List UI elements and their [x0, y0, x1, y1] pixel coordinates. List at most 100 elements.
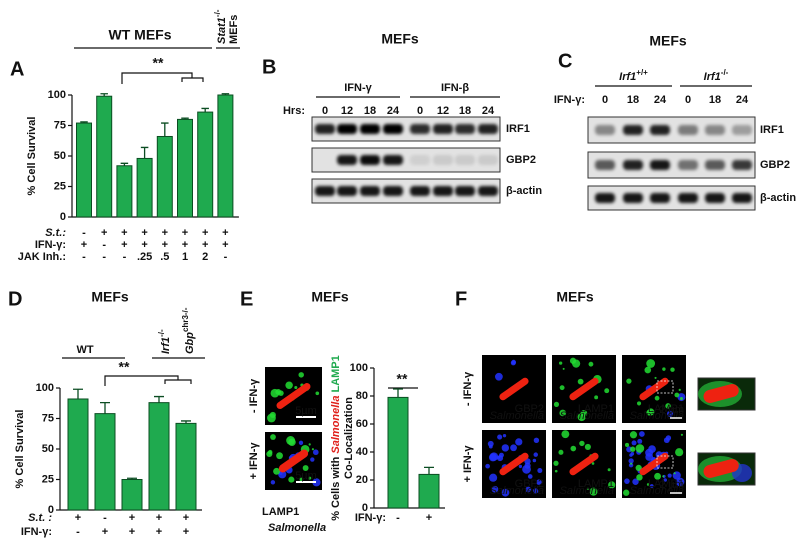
channel-label: Salmonella — [490, 485, 544, 497]
stain — [285, 381, 293, 389]
label-part: LAMP1 — [330, 355, 342, 392]
blot-band — [732, 125, 752, 135]
bacterium — [703, 384, 739, 403]
stain — [298, 372, 304, 378]
channel-label: Salmonella — [630, 410, 684, 422]
stain — [485, 463, 490, 469]
gene: Gbp — [184, 332, 196, 354]
time-label: Hrs: — [283, 105, 305, 117]
blot-band — [678, 160, 698, 170]
stain — [675, 448, 684, 457]
stain — [649, 484, 654, 488]
stain — [673, 472, 676, 475]
lane-label: 0 — [602, 94, 608, 106]
stain — [646, 409, 653, 416]
stain — [298, 440, 304, 445]
condition-label: S.t.: — [45, 227, 66, 239]
channel-label: Salmonella — [490, 410, 544, 422]
stain — [628, 458, 634, 464]
condition-value: - — [103, 512, 107, 524]
blot-band — [678, 125, 698, 135]
condition-value: - — [102, 251, 106, 263]
row-label: - IFN-γ — [462, 371, 474, 406]
blot-band — [595, 125, 615, 135]
stain — [648, 445, 656, 453]
blot-band — [433, 124, 453, 134]
lane-label: 24 — [387, 105, 400, 117]
condition-value: + — [129, 526, 135, 538]
blot-band — [650, 125, 670, 135]
stain — [312, 449, 319, 456]
bar — [67, 398, 89, 511]
genotype: -/- — [157, 329, 166, 337]
stain — [608, 481, 616, 489]
lane-label: 0 — [322, 105, 328, 117]
error-bar — [221, 93, 230, 95]
panel-letter: A — [10, 58, 24, 80]
stain — [533, 437, 540, 444]
stain — [644, 366, 652, 374]
bacterium — [569, 377, 599, 401]
lane-label: 0 — [685, 94, 691, 106]
stain — [489, 452, 499, 461]
stain — [654, 376, 657, 379]
stain — [663, 478, 667, 482]
gene: Irf1 — [619, 71, 636, 83]
condition-label: JAK Inh.: — [18, 251, 66, 263]
condition-value: 2 — [202, 251, 208, 263]
y-tick-label: 25 — [54, 180, 66, 192]
stain — [288, 438, 296, 447]
bacterium — [639, 377, 669, 401]
stain — [589, 487, 598, 496]
panel-title: MEFs — [381, 31, 419, 47]
condition-value: + — [222, 227, 228, 239]
genotype: -/- — [721, 68, 729, 77]
y-tick-label: 100 — [48, 89, 66, 101]
error-bar — [201, 107, 209, 113]
bar — [175, 422, 197, 511]
bracket — [104, 375, 192, 386]
scale-bar-label: 5µm — [295, 470, 317, 482]
condition-value: - — [123, 251, 127, 263]
stain — [498, 452, 504, 458]
error-bar — [181, 420, 191, 424]
bar — [177, 118, 193, 218]
blot-band — [705, 193, 725, 203]
blot-band — [383, 124, 403, 134]
y-axis-label: % Cell Survival — [14, 410, 26, 489]
panel-letter: C — [558, 50, 572, 72]
lane-label: 18 — [709, 94, 721, 106]
blot-band — [623, 193, 643, 203]
stain — [679, 396, 684, 401]
stain — [577, 378, 584, 385]
y-tick-label: 50 — [54, 150, 66, 162]
stain — [275, 389, 282, 395]
stain — [510, 360, 516, 366]
channel-label: LAMP1 — [648, 403, 684, 415]
stain — [584, 443, 591, 450]
y-axis-label: Co-Localization — [343, 397, 355, 479]
blot-band — [410, 186, 430, 196]
channel-label: LAMP1 — [648, 478, 684, 490]
stain — [586, 487, 589, 490]
stain — [308, 443, 311, 446]
blot-band — [383, 186, 403, 196]
condition-value: + — [101, 227, 107, 239]
stain — [561, 430, 570, 439]
blot-band — [360, 186, 380, 196]
blot-strip — [587, 116, 756, 144]
bar — [136, 157, 153, 218]
condition-value: + — [183, 512, 189, 524]
stain — [636, 401, 642, 406]
error-bar — [154, 395, 164, 403]
scale-bar-label: 5µm — [295, 405, 317, 417]
stain — [312, 478, 321, 487]
condition-value: + — [162, 227, 168, 239]
condition-label: IFN-γ: — [35, 239, 66, 251]
stain — [579, 440, 585, 447]
stain — [632, 478, 639, 485]
y-tick-label: 40 — [356, 446, 368, 458]
stain — [536, 479, 542, 485]
row-label: β-actin — [506, 185, 542, 197]
